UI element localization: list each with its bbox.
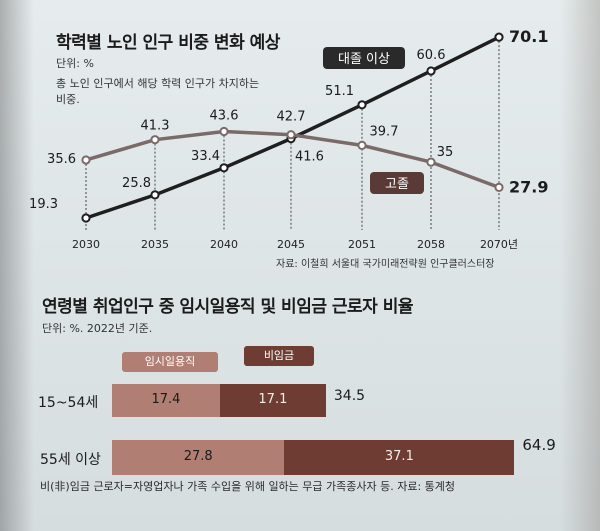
highschool-value-label: 41.3 [141, 119, 170, 134]
college-value-label: 25.8 [122, 176, 151, 191]
data-point [357, 100, 367, 110]
chart2-title: 연령별 취업인구 중 임시일용직 및 비임금 근로자 비율 [42, 297, 414, 317]
highschool-value-label: 42.7 [277, 110, 306, 125]
temp-series-tag: 임시일용직 [122, 352, 218, 372]
x-tick-label: 2051 [348, 238, 376, 251]
college-value-label: 19.3 [29, 197, 58, 212]
highschool-value-label: 35 [437, 145, 454, 160]
data-point [81, 155, 91, 165]
highschool-value-label: 35.6 [47, 152, 76, 167]
x-tick-label: 2070년 [480, 238, 518, 251]
nonwage-series-tag: 비임금 [244, 346, 314, 366]
highschool-value-label: 43.6 [210, 108, 239, 123]
college-value-label: 70.1 [509, 27, 548, 46]
college-series-tag [323, 47, 405, 69]
college-value-label: 60.6 [417, 48, 446, 63]
college-value-label: 33.4 [191, 149, 220, 164]
bar-segment [284, 440, 515, 475]
college-value-label: 51.1 [325, 84, 354, 99]
chart2-footnote: 비(非)임금 근로자=자영업자나 가족 수입을 위해 일하는 무급 가족종사자 … [40, 480, 456, 493]
highschool-series-tag [370, 172, 424, 194]
data-point [150, 135, 160, 145]
x-tick-label: 2040 [210, 238, 238, 251]
chart2-unit: 단위: %. 2022년 기준. [42, 322, 153, 335]
highschool-value-label: 39.7 [370, 124, 399, 139]
data-point [219, 163, 229, 173]
segment-value: 17.4 [151, 391, 181, 407]
highschool-value-label: 27.9 [509, 177, 548, 196]
row-label: 15~54세 [38, 394, 99, 411]
x-tick-label: 2045 [277, 238, 305, 251]
chart1-source: 자료: 이철희 서울대 국가미래전략원 인구클러스터장 [276, 259, 495, 270]
bar-segment [112, 440, 285, 475]
chart1-title: 학력별 노인 인구 비중 변화 예상 [56, 33, 280, 53]
row-total: 34.5 [333, 388, 366, 404]
data-point [494, 182, 504, 192]
page-shadow-left [0, 0, 34, 531]
chart1-description: 총 노인 인구에서 해당 학력 인구가 차지하는 비중. [56, 77, 260, 106]
segment-value: 17.1 [258, 391, 288, 407]
row-label: 55세 이상 [40, 451, 101, 468]
x-tick-label: 2030 [72, 238, 100, 251]
data-point [426, 157, 436, 167]
college-series-label: 대졸 이상 [338, 52, 390, 67]
data-point [426, 66, 436, 76]
data-point [219, 126, 229, 137]
chart1-unit: 단위: % [56, 57, 94, 70]
segment-value: 37.1 [384, 448, 414, 464]
data-point [357, 140, 367, 150]
data-point [286, 130, 296, 140]
bar-segment [219, 384, 326, 417]
page-shadow-right [560, 0, 600, 531]
x-tick-label: 2035 [141, 238, 169, 251]
segment-value: 27.8 [183, 448, 213, 464]
data-point [494, 32, 504, 42]
data-point [81, 213, 91, 223]
college-value-label: 41.6 [295, 150, 324, 165]
row-total: 64.9 [522, 436, 556, 454]
x-tick-label: 2058 [417, 238, 445, 251]
data-point [150, 190, 160, 200]
highschool-series-label: 고졸 [385, 177, 409, 192]
bar-segment [112, 384, 220, 417]
